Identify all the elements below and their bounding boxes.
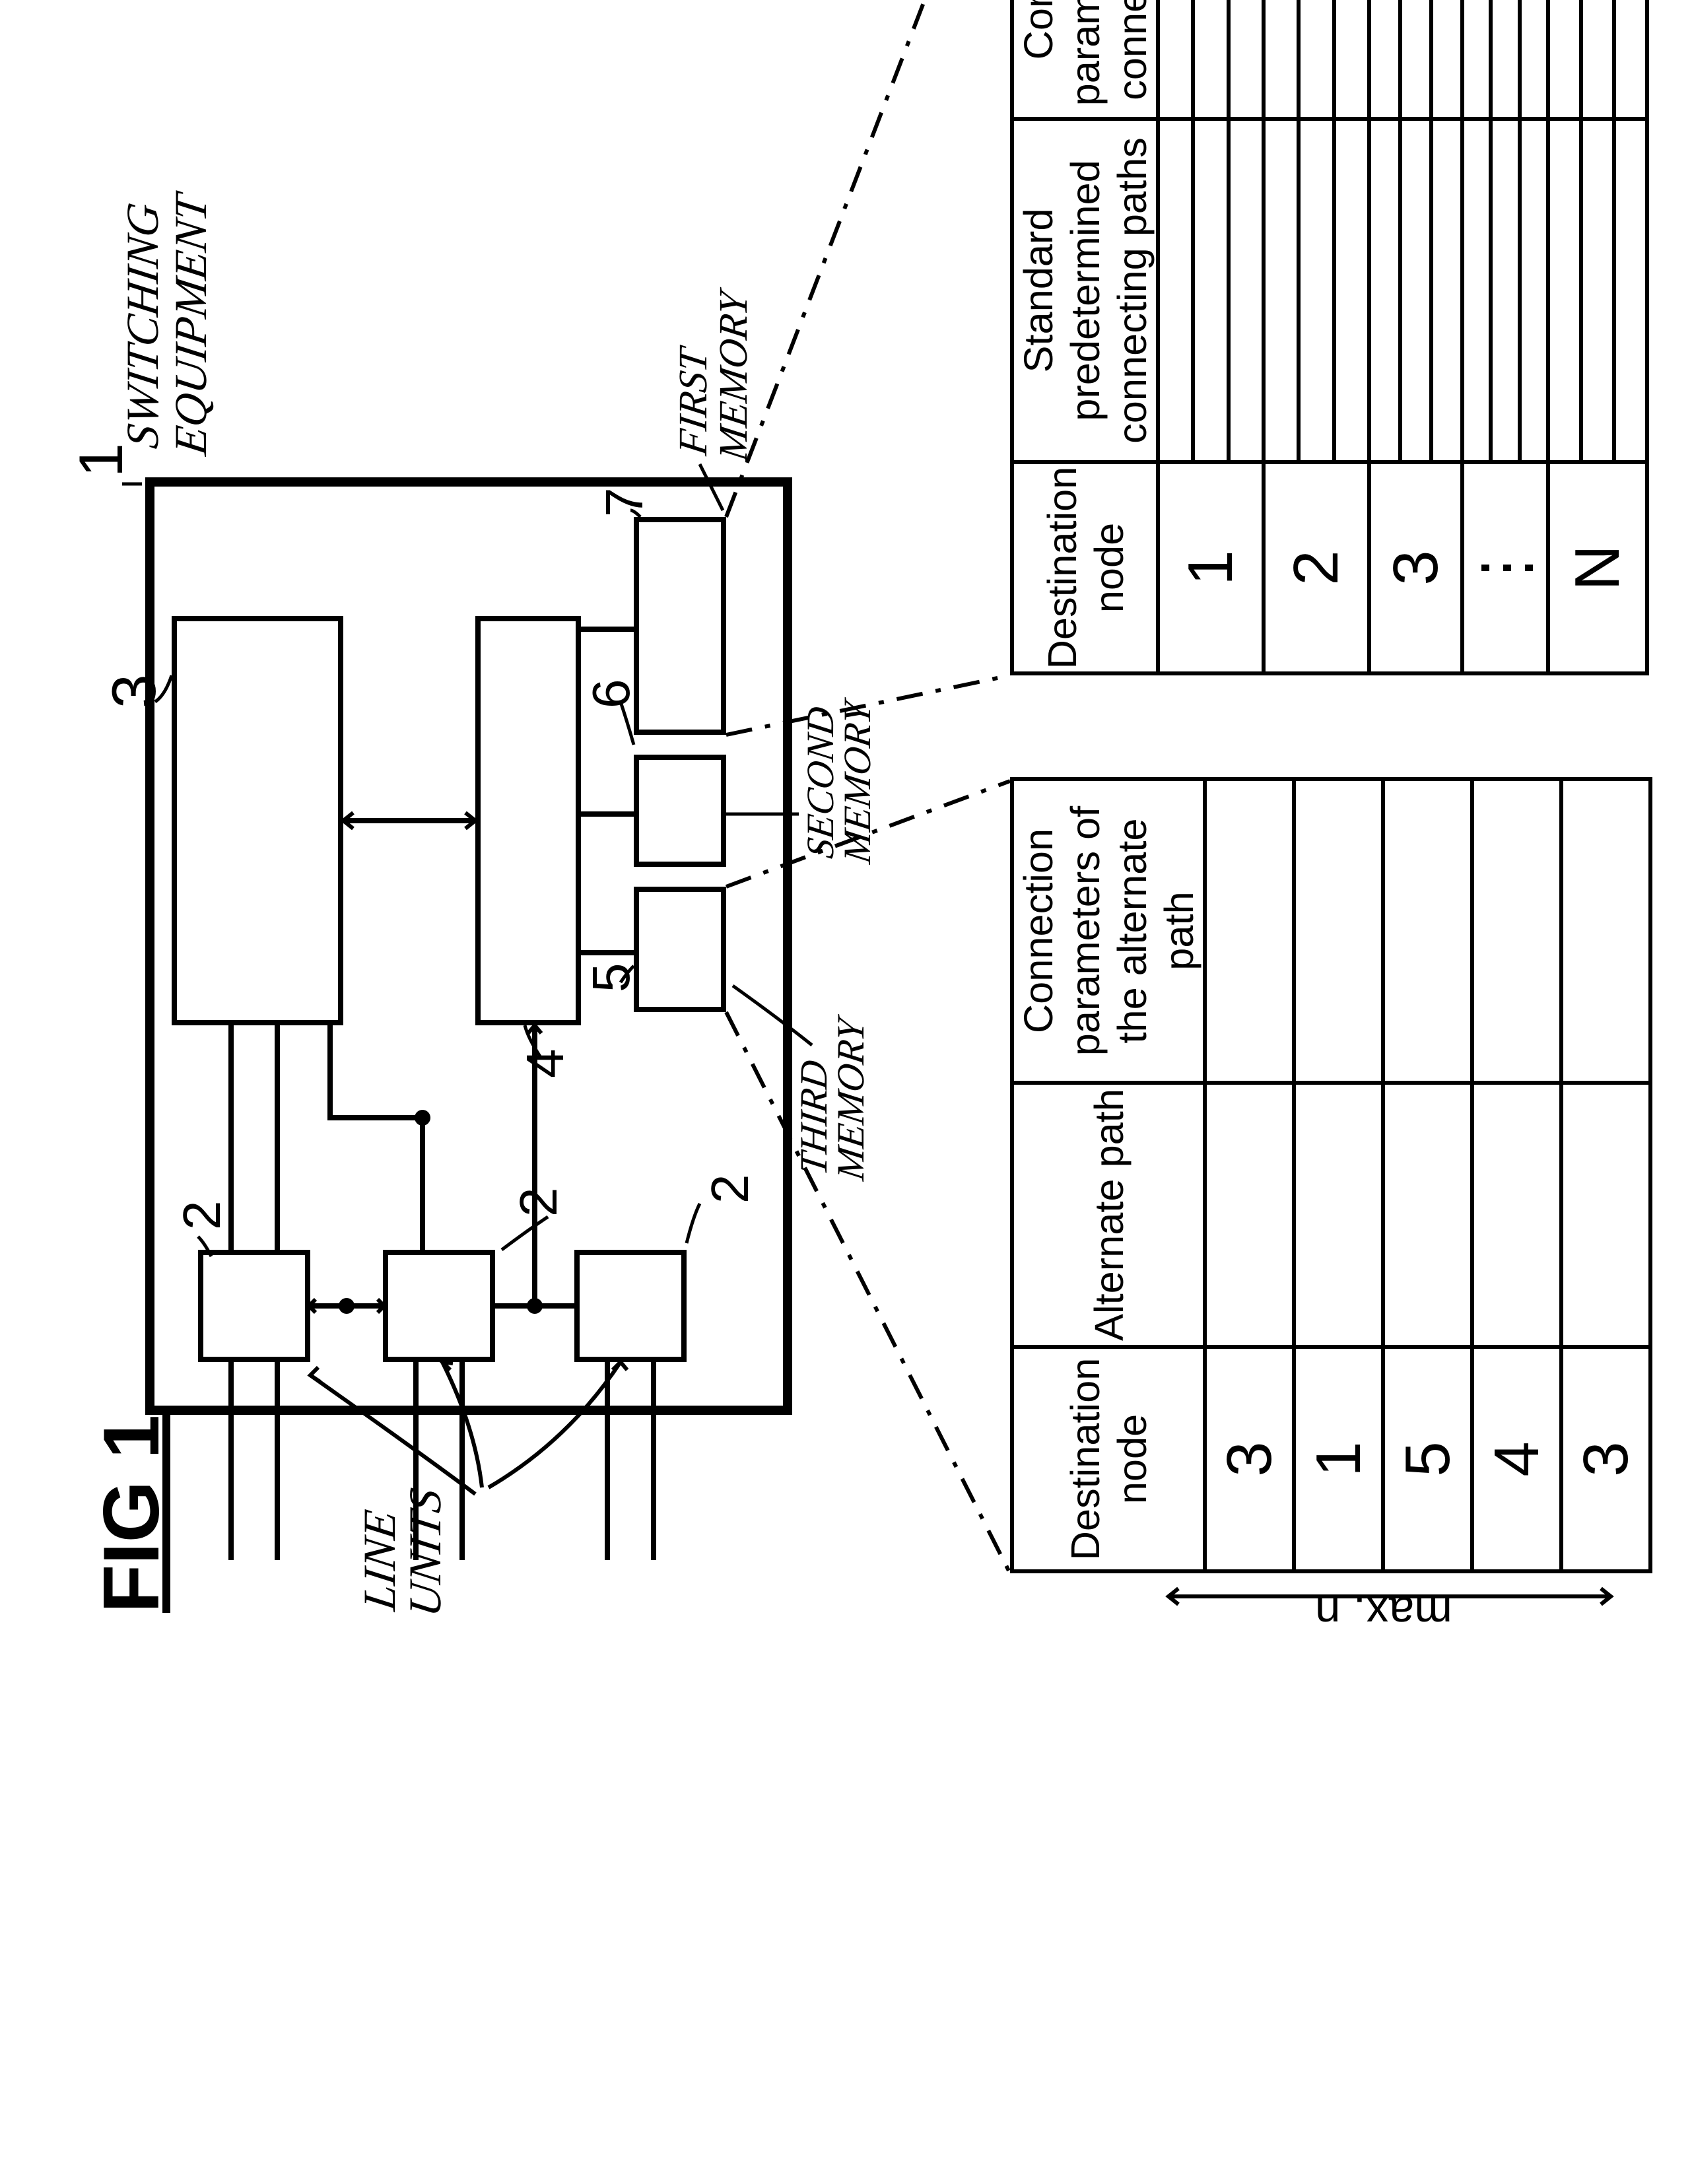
table-cell xyxy=(1158,119,1193,462)
table-cell xyxy=(1520,119,1548,462)
table-cell: N xyxy=(1548,462,1647,673)
table-cell xyxy=(1294,779,1383,1083)
first-memory-label: FIRST MEMORY xyxy=(673,188,755,463)
first-memory-table: Destination nodeStandard predetermined c… xyxy=(1010,0,1649,675)
table-cell: 1 xyxy=(1158,462,1264,673)
second-memory-label: SECOND MEMORY xyxy=(802,591,875,866)
table-cell: 3 xyxy=(1561,1347,1650,1571)
table-cell: 3 xyxy=(1205,1347,1294,1571)
table-header: Connections parameters of the connecting… xyxy=(1012,0,1158,119)
table-header: Connection parameters of the alternate p… xyxy=(1012,779,1205,1083)
table-cell xyxy=(1264,0,1299,119)
table-cell xyxy=(1614,119,1647,462)
second-memory-box xyxy=(634,755,726,867)
table-cell xyxy=(1299,0,1334,119)
table-cell xyxy=(1581,119,1614,462)
table-cell xyxy=(1491,0,1519,119)
max-n-label: max. n xyxy=(1315,1587,1452,1639)
table-cell xyxy=(1431,0,1462,119)
line-unit-box-3 xyxy=(574,1250,687,1362)
table-cell xyxy=(1462,119,1491,462)
table-cell xyxy=(1472,779,1561,1083)
table-cell xyxy=(1472,1083,1561,1347)
table-cell xyxy=(1205,779,1294,1083)
table-cell xyxy=(1491,119,1519,462)
table-cell xyxy=(1581,0,1614,119)
table-cell xyxy=(1431,119,1462,462)
table-cell xyxy=(1462,0,1491,119)
table-cell xyxy=(1400,119,1431,462)
table-cell xyxy=(1548,119,1581,462)
table-cell xyxy=(1299,119,1334,462)
table-cell xyxy=(1369,119,1400,462)
table-cell xyxy=(1561,1083,1650,1347)
switching-equipment-label: SWITCHING EQUIPMENT xyxy=(119,75,215,458)
callout-1: 1 xyxy=(66,443,137,477)
table-cell xyxy=(1561,779,1650,1083)
table-cell: 3 xyxy=(1369,462,1462,673)
table-cell xyxy=(1383,779,1472,1083)
table-cell xyxy=(1548,0,1581,119)
table-cell xyxy=(1614,0,1647,119)
table-cell xyxy=(1400,0,1431,119)
table-cell: 2 xyxy=(1264,462,1369,673)
line-units-label: LINE UNITS xyxy=(356,1435,448,1619)
third-memory-label: THIRD MEMORY xyxy=(795,908,869,1182)
table-cell: 1 xyxy=(1294,1347,1383,1571)
figure-label: FIG 1 xyxy=(86,1415,177,1613)
third-memory-table: Destination nodeAlternate pathConnection… xyxy=(1010,777,1652,1573)
table-cell xyxy=(1193,0,1228,119)
table-header: Standard predetermined connecting paths xyxy=(1012,119,1158,462)
line-unit-box-2 xyxy=(383,1250,495,1362)
table-cell xyxy=(1193,119,1228,462)
table-cell: 4 xyxy=(1472,1347,1561,1571)
table-cell: ⋮ xyxy=(1462,462,1548,673)
table-cell xyxy=(1229,0,1264,119)
table-header: Alternate path xyxy=(1012,1083,1205,1347)
table-cell xyxy=(1369,0,1400,119)
table-header: Destination node xyxy=(1012,462,1158,673)
table-cell: 5 xyxy=(1383,1347,1472,1571)
table-cell xyxy=(1294,1083,1383,1347)
table-cell xyxy=(1383,1083,1472,1347)
first-memory-box xyxy=(634,517,726,735)
table-cell xyxy=(1158,0,1193,119)
table-cell xyxy=(1334,0,1369,119)
switching-device-box xyxy=(172,616,343,1025)
table-cell xyxy=(1229,119,1264,462)
table-cell xyxy=(1205,1083,1294,1347)
line-unit-box-1 xyxy=(198,1250,310,1362)
control-unit-box xyxy=(475,616,581,1025)
table-cell xyxy=(1520,0,1548,119)
table-header: Destination node xyxy=(1012,1347,1205,1571)
table-cell xyxy=(1334,119,1369,462)
third-memory-box xyxy=(634,887,726,1012)
table-cell xyxy=(1264,119,1299,462)
